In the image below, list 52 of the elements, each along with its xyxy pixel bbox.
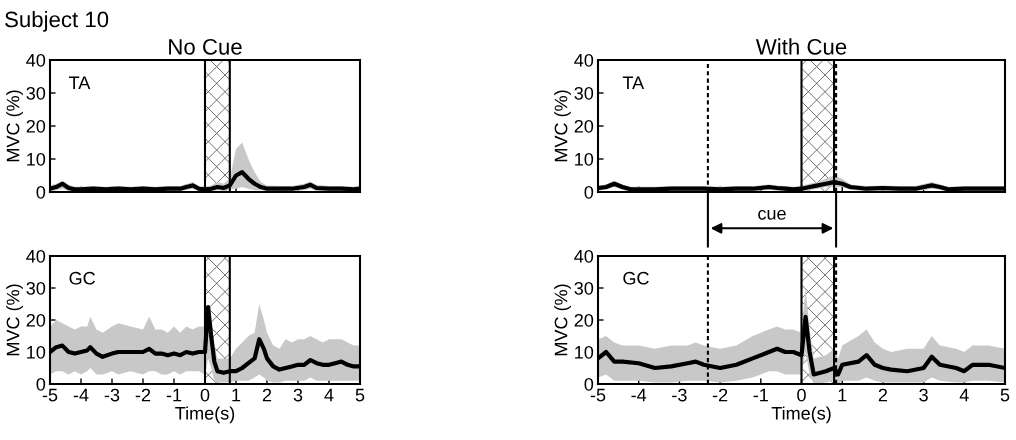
x-tick-label: -3: [672, 388, 687, 402]
x-tick-label: -1: [166, 388, 182, 402]
y-tick-label: 40: [26, 249, 46, 263]
y-tick-label: 20: [574, 119, 594, 133]
annotation: GC: [623, 271, 649, 285]
x-tick-label: -4: [73, 388, 89, 402]
x-tick-label: -2: [712, 388, 728, 402]
x-axis-title: Time(s): [175, 406, 235, 424]
y-tick-label: 40: [574, 53, 594, 67]
annotation: GC: [69, 271, 95, 285]
x-tick-label: 2: [262, 388, 272, 402]
y-tick-label: 10: [27, 152, 46, 166]
x-tick-label: 1: [838, 388, 847, 402]
x-tick-label: 5: [1000, 388, 1010, 402]
x-tick-label: -2: [135, 388, 151, 402]
chart-title: No Cue: [169, 38, 242, 55]
x-tick-label: 0: [200, 388, 210, 402]
y-tick-label: 30: [574, 281, 594, 295]
text: cue: [758, 209, 786, 220]
text: Subject 10: [5, 11, 109, 32]
y-tick-label: 40: [26, 53, 46, 67]
y-tick-label: 40: [574, 249, 594, 263]
x-tick-label: 3: [293, 388, 303, 402]
y-tick-label: 20: [26, 119, 46, 133]
y-axis-title: MVC (%): [6, 284, 23, 356]
y-axis-title: MVC (%): [6, 90, 23, 162]
y-axis-title: MVC (%): [554, 90, 571, 162]
x-tick-label: -1: [753, 388, 768, 402]
x-tick-label: 5: [355, 388, 365, 402]
y-tick-label: 0: [584, 185, 594, 199]
x-tick-label: 0: [797, 388, 806, 402]
y-tick-label: 10: [575, 152, 594, 166]
y-tick-label: 30: [26, 86, 46, 100]
y-axis-title: MVC (%): [554, 284, 571, 356]
annotation: TA: [622, 76, 645, 89]
annotation: TA: [69, 76, 91, 89]
y-tick-label: 10: [27, 345, 46, 359]
x-axis-title: Time(s): [771, 406, 831, 424]
x-tick-label: -4: [631, 388, 647, 402]
chart-title: With Cue: [755, 38, 847, 55]
y-tick-label: 0: [36, 185, 46, 199]
x-tick-label: 1: [232, 388, 241, 402]
x-tick-label: -3: [104, 388, 120, 402]
y-tick-label: 10: [575, 345, 594, 359]
y-tick-label: 30: [26, 281, 46, 295]
x-tick-label: 2: [878, 388, 888, 402]
y-tick-label: 20: [26, 313, 46, 327]
x-tick-label: 3: [919, 388, 928, 402]
x-tick-label: 4: [324, 388, 334, 402]
y-tick-label: 20: [574, 313, 594, 327]
y-tick-label: 30: [574, 86, 594, 100]
x-tick-label: 4: [959, 388, 969, 402]
